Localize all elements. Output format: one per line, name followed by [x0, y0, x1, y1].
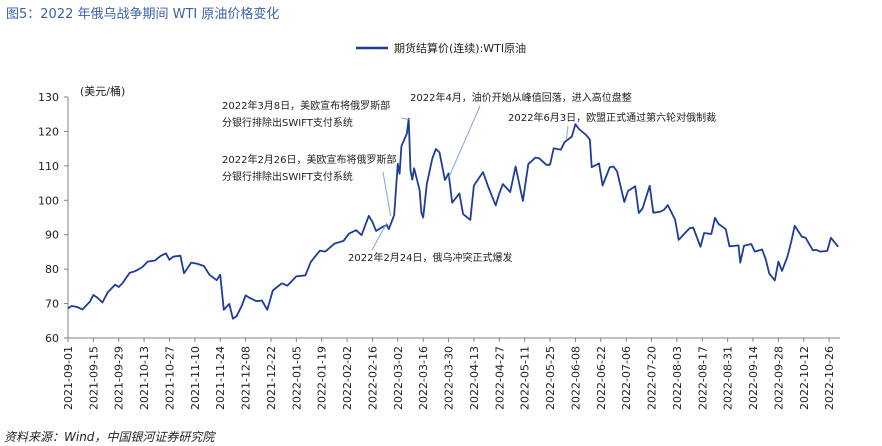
annotation-text: 分银行排除出SWIFT支付系统 — [222, 170, 353, 183]
source-note: 资料来源：Wind，中国银河证券研究院 — [4, 430, 215, 444]
x-tick-label: 2022-08-31 — [722, 346, 735, 410]
x-tick-label: 2021-09-29 — [113, 346, 126, 410]
x-tick-label: 2022-03-30 — [443, 346, 456, 410]
x-tick-label: 2021-11-24 — [214, 346, 227, 410]
x-tick-label: 2021-12-22 — [265, 346, 278, 410]
annotation-text: 分银行排除出SWIFT支付系统 — [222, 116, 353, 129]
y-tick-label: 70 — [45, 298, 59, 311]
figure-title: 图5：2022 年俄乌战争期间 WTI 原油价格变化 — [6, 7, 280, 22]
y-tick-label: 130 — [38, 91, 59, 104]
x-tick-label: 2021-09-01 — [62, 346, 75, 410]
annotation-text: 2022年6月3日，欧盟正式通过第六轮对俄制裁 — [508, 111, 716, 124]
annotation-text: 2022年4月，油价开始从峰值回落，进入高位盘整 — [410, 91, 632, 104]
x-tick-label: 2022-02-02 — [341, 346, 354, 410]
y-tick-label: 100 — [38, 194, 59, 207]
annotation-text: 2022年2月24日，俄乌冲突正式爆发 — [348, 251, 513, 264]
y-tick-label: 80 — [45, 263, 59, 276]
x-tick-label: 2021-12-08 — [240, 346, 253, 410]
x-tick-label: 2022-02-16 — [366, 346, 379, 410]
x-tick-label: 2022-08-17 — [696, 346, 709, 410]
x-tick-label: 2022-06-08 — [569, 346, 582, 410]
x-tick-label: 2022-10-12 — [798, 346, 811, 410]
x-tick-label: 2022-01-19 — [316, 346, 329, 410]
annotation-text: 2022年2月26日，美欧宣布将俄罗斯部 — [222, 153, 397, 166]
annotation-leader-line — [565, 125, 569, 141]
x-tick-label: 2022-03-16 — [417, 346, 430, 410]
x-tick-label: 2022-05-11 — [519, 346, 532, 410]
y-tick-label: 120 — [38, 125, 59, 138]
x-tick-label: 2022-06-22 — [595, 346, 608, 410]
x-tick-label: 2022-09-28 — [772, 346, 785, 410]
x-tick-label: 2022-03-02 — [392, 346, 405, 410]
y-tick-label: 110 — [38, 160, 59, 173]
y-axis-label: (美元/桶) — [80, 84, 125, 98]
x-tick-label: 2021-10-13 — [138, 346, 151, 410]
annotation-leader-line — [371, 222, 388, 251]
y-tick-label: 60 — [45, 332, 59, 345]
annotation-leader-line — [400, 117, 409, 120]
x-tick-label: 2021-09-15 — [87, 346, 100, 410]
annotation-text: 2022年3月8日，美欧宣布将俄罗斯部 — [222, 99, 390, 112]
legend-label: 期货结算价(连续):WTI原油 — [394, 41, 526, 55]
annotation-leader-line — [382, 171, 392, 216]
x-tick-label: 2022-08-03 — [671, 346, 684, 410]
x-tick-label: 2022-01-05 — [290, 346, 303, 410]
x-tick-label: 2022-10-26 — [823, 346, 836, 410]
y-tick-label: 90 — [45, 229, 59, 242]
x-tick-label: 2021-10-27 — [163, 346, 176, 410]
x-tick-label: 2022-07-20 — [646, 346, 659, 410]
annotation-leader-line — [448, 105, 481, 179]
x-tick-label: 2022-07-06 — [620, 346, 633, 410]
x-tick-label: 2022-04-13 — [468, 346, 481, 410]
x-tick-label: 2021-11-10 — [189, 346, 202, 410]
x-tick-label: 2022-09-14 — [747, 346, 760, 410]
series-line — [67, 117, 839, 320]
x-tick-label: 2022-04-27 — [493, 346, 506, 410]
x-tick-label: 2022-05-25 — [544, 346, 557, 410]
